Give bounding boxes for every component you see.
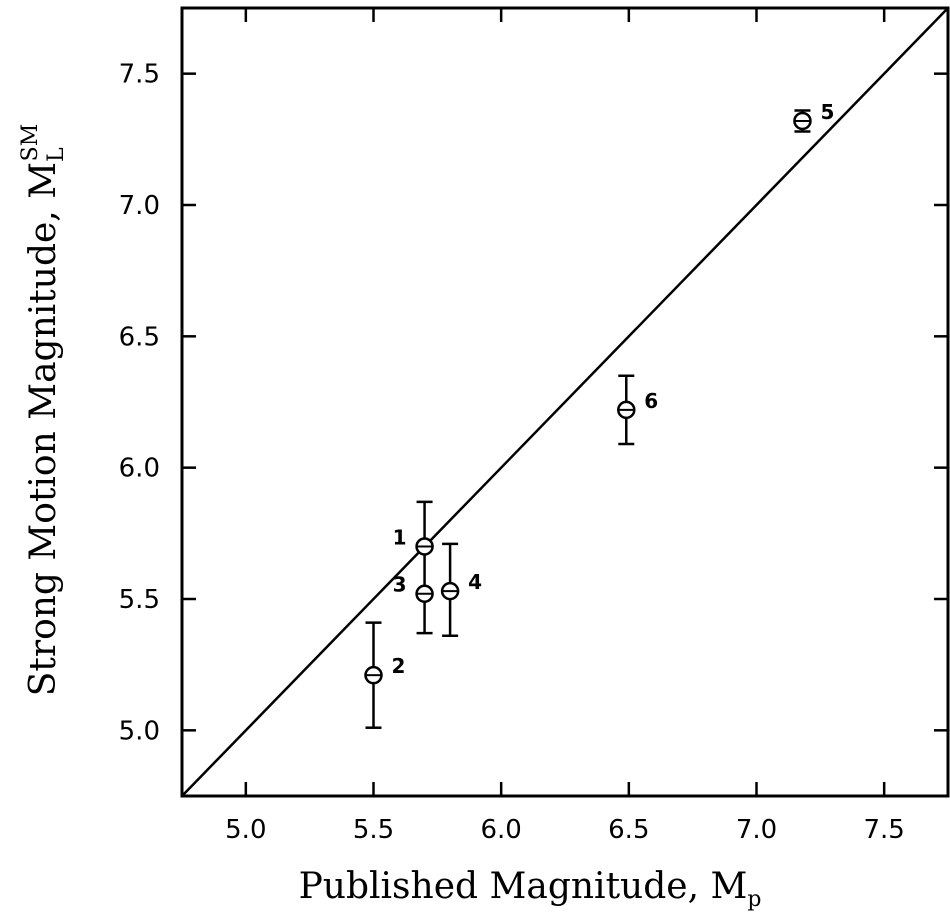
point-label: 3: [393, 573, 407, 597]
y-tick-label: 6.5: [119, 322, 160, 352]
point-label: 6: [644, 389, 658, 413]
data-point-2: 2: [364, 621, 406, 729]
data-point-4: 4: [440, 542, 482, 638]
y-axis: 5.0 5.5 6.0 6.5 7.0 7.5: [119, 60, 948, 746]
x-axis: 5.0 5.5 6.0 6.5 7.0 7.5: [225, 8, 905, 845]
data-point-3: 3: [393, 573, 434, 635]
data-point-5: 5: [793, 100, 834, 133]
x-axis-label: Published Magnitude, Mp: [299, 866, 762, 912]
y-tick-label: 5.0: [119, 716, 160, 746]
plot-frame: [180, 6, 950, 798]
y-tick-label: 7.0: [119, 191, 160, 221]
x-tick-label: 6.5: [608, 815, 649, 845]
x-tick-label: 5.0: [225, 815, 266, 845]
x-tick-label: 7.5: [863, 815, 904, 845]
y-tick-label: 7.5: [119, 60, 160, 90]
y-tick-label: 5.5: [119, 585, 160, 615]
plot-area: [180, 6, 950, 798]
y-tick-label: 6.0: [119, 454, 160, 484]
point-label: 5: [820, 100, 834, 124]
point-label: 4: [468, 570, 482, 594]
point-label: 1: [393, 525, 407, 549]
reference-line-1to1: [181, 7, 949, 797]
x-tick-label: 7.0: [736, 815, 777, 845]
x-tick-label: 6.0: [480, 815, 521, 845]
point-label: 2: [392, 654, 406, 678]
data-points: 1 2 3 4 5 6: [364, 100, 834, 729]
data-point-1: 1: [393, 500, 434, 595]
y-axis-label: Strong Motion Magnitude, MLSM: [18, 124, 69, 697]
x-tick-label: 5.5: [353, 815, 394, 845]
data-point-6: 6: [617, 374, 658, 446]
